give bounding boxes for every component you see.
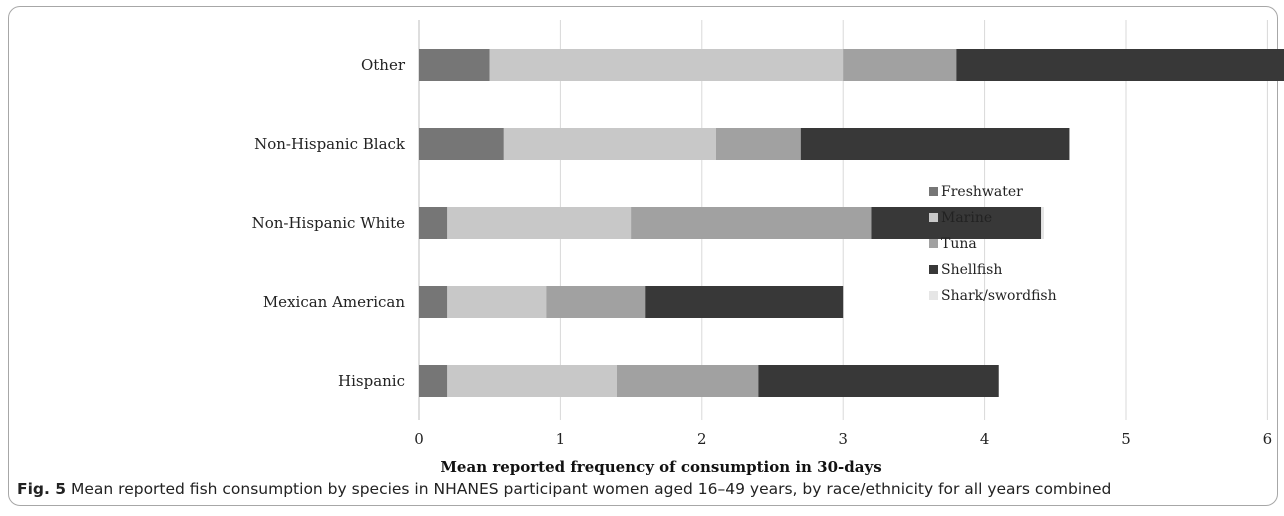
bar-segment-tuna <box>631 207 872 239</box>
legend-swatch <box>929 291 938 300</box>
bar-segment-shellfish <box>758 365 999 397</box>
x-tick-label: 0 <box>414 430 424 448</box>
bar-segment-shellfish <box>871 207 1042 239</box>
bar-segment-tuna <box>715 128 801 160</box>
x-tick-label: 4 <box>980 430 990 448</box>
x-tick-label: 1 <box>556 430 566 448</box>
legend: Freshwater Marine Tuna Shellfish Shark/sword… <box>929 184 1057 304</box>
bar-segment-tuna <box>843 49 957 81</box>
bar-segment-shark-swordfish <box>1041 207 1044 239</box>
bar-segment-tuna <box>546 286 646 318</box>
bar-segment-tuna <box>616 365 759 397</box>
x-tick-label: 2 <box>697 430 707 448</box>
category-labels: Other Non-Hispanic Black Non-Hispanic Whit… <box>252 56 406 390</box>
figure-frame <box>8 6 1278 506</box>
bar-segment-shellfish <box>956 49 1284 81</box>
category-label: Mexican American <box>263 293 406 311</box>
legend-label: Freshwater <box>941 184 1023 200</box>
x-tick-label: 5 <box>1121 430 1131 448</box>
bar-segment-freshwater <box>419 128 504 160</box>
legend-label: Marine <box>941 210 992 226</box>
legend-swatch <box>929 187 938 196</box>
x-tick-labels: 01234567 <box>414 430 1273 448</box>
bar-segment-freshwater <box>419 286 448 318</box>
legend-swatch <box>929 213 938 222</box>
x-tick-label: 3 <box>838 430 848 448</box>
category-label: Non-Hispanic White <box>252 214 406 232</box>
category-label: Other <box>361 56 406 74</box>
bar-segment-marine <box>489 49 844 81</box>
bar-segment-marine <box>447 207 632 239</box>
gridlines <box>418 20 1268 420</box>
x-axis-title: Mean reported frequency of consumption i… <box>440 458 881 476</box>
bar-segment-freshwater <box>419 365 448 397</box>
bars <box>419 49 1284 397</box>
legend-label: Shellfish <box>941 262 1002 278</box>
bar-segment-freshwater <box>419 207 448 239</box>
caption-text: Mean reported fish consumption by specie… <box>66 480 1112 498</box>
bar-segment-shellfish <box>645 286 844 318</box>
figure-caption: Fig. 5 Mean reported fish consumption by… <box>17 480 1272 498</box>
bar-segment-marine <box>503 128 716 160</box>
bar-segment-freshwater <box>419 49 490 81</box>
bar-segment-shellfish <box>800 128 1070 160</box>
x-tick-label: 6 <box>1263 430 1273 448</box>
bar-segment-marine <box>447 286 547 318</box>
bar-segment-marine <box>447 365 617 397</box>
legend-swatch <box>929 239 938 248</box>
legend-label: Shark/swordfish <box>941 288 1057 304</box>
category-label: Hispanic <box>338 372 405 390</box>
legend-label: Tuna <box>941 236 977 252</box>
category-label: Non-Hispanic Black <box>254 135 406 153</box>
figure-label: Fig. 5 <box>17 480 67 498</box>
legend-swatch <box>929 265 938 274</box>
